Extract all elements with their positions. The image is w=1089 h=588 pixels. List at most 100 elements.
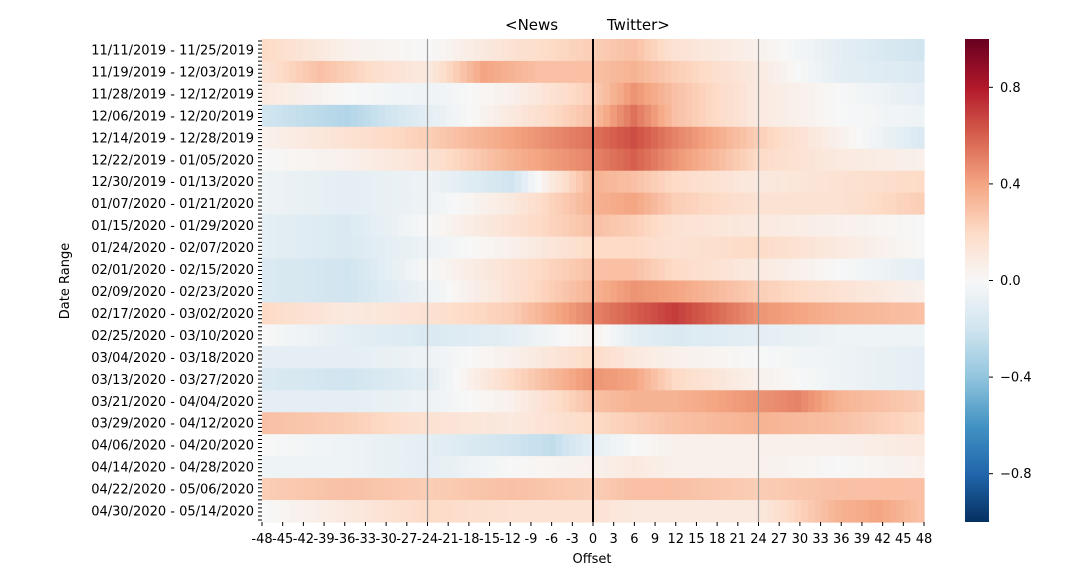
heatmap-cell	[575, 60, 584, 84]
heatmap-cell	[644, 390, 652, 413]
heatmap-cell	[651, 39, 659, 62]
heatmap-cell	[657, 500, 666, 523]
heatmap-cell	[671, 456, 679, 479]
heatmap-cell	[323, 412, 331, 435]
heatmap-cell	[562, 500, 570, 523]
heatmap-cell	[848, 456, 857, 479]
heatmap-cell	[698, 236, 707, 260]
heatmap-cell	[732, 324, 741, 347]
heatmap-cell	[555, 126, 563, 150]
heatmap-cell	[678, 60, 686, 84]
heatmap-cell	[869, 478, 877, 501]
heatmap-cell	[323, 478, 331, 501]
heatmap-cell	[548, 214, 557, 238]
heatmap-cell	[835, 82, 843, 106]
heatmap-cell	[453, 82, 461, 106]
heatmap-cell	[732, 236, 741, 260]
heatmap-cell	[657, 478, 666, 501]
heatmap-cell	[807, 192, 816, 216]
heatmap-cell	[371, 302, 379, 325]
heatmap-cell	[746, 214, 754, 238]
heatmap-cell	[371, 258, 379, 282]
heatmap-cell	[562, 126, 570, 150]
heatmap-cell	[466, 82, 475, 106]
heatmap-cell	[323, 302, 331, 325]
heatmap-cell	[644, 126, 652, 150]
heatmap-cell	[357, 368, 365, 391]
heatmap-row	[262, 390, 925, 413]
heatmap-cell	[821, 214, 830, 238]
heatmap-cell	[384, 82, 393, 106]
heatmap-cell	[760, 346, 768, 369]
heatmap-cell	[807, 302, 816, 325]
heatmap-cell	[330, 214, 338, 238]
heatmap-cell	[562, 302, 570, 325]
heatmap-cell	[446, 60, 454, 84]
heatmap-cell	[896, 434, 905, 457]
heatmap-cell	[828, 500, 836, 523]
heatmap-cell	[371, 104, 379, 128]
heatmap-cell	[691, 500, 700, 523]
heatmap-cell	[773, 280, 782, 304]
heatmap-cell	[398, 170, 406, 194]
heatmap-cell	[657, 39, 666, 62]
heatmap-cell	[459, 148, 468, 172]
heatmap-cell	[678, 368, 686, 391]
heatmap-cell	[439, 60, 447, 84]
heatmap-cell	[630, 368, 638, 391]
heatmap-cell	[507, 148, 516, 172]
heatmap-cell	[848, 104, 857, 128]
heatmap-cell	[500, 126, 509, 150]
heatmap-cell	[343, 346, 352, 369]
heatmap-cell	[541, 302, 550, 325]
heatmap-cell	[378, 302, 386, 325]
heatmap-cell	[528, 39, 536, 62]
heatmap-cell	[910, 324, 918, 347]
heatmap-cell	[507, 104, 516, 128]
heatmap-cell	[289, 412, 297, 435]
heatmap-cell	[821, 82, 830, 106]
heatmap-cell	[821, 324, 830, 347]
heatmap-cell	[514, 82, 522, 106]
heatmap-cell	[275, 280, 284, 304]
heatmap-cell	[794, 280, 802, 304]
heatmap-cell	[289, 60, 297, 84]
heatmap-cell	[541, 82, 550, 106]
heatmap-cell	[801, 368, 809, 391]
heatmap-cell	[807, 478, 816, 501]
heatmap-cell	[473, 434, 481, 457]
heatmap-cell	[862, 324, 870, 347]
heatmap-cell	[507, 170, 516, 194]
heatmap-cell	[855, 126, 864, 150]
heatmap-cell	[719, 39, 727, 62]
y-tick-label: 11/28/2019 - 12/12/2019	[91, 87, 254, 102]
heatmap-cell	[664, 412, 673, 435]
heatmap-cell	[487, 280, 495, 304]
heatmap-cell	[575, 148, 584, 172]
heatmap-cell	[534, 456, 543, 479]
heatmap-cell	[371, 478, 379, 501]
heatmap-cell	[425, 434, 434, 457]
heatmap-cell	[262, 368, 270, 391]
heatmap-row	[262, 258, 925, 282]
heatmap-cell	[787, 258, 795, 282]
heatmap-cell	[671, 214, 679, 238]
heatmap-cell	[541, 390, 550, 413]
heatmap-cell	[268, 60, 277, 84]
heatmap-cell	[282, 280, 290, 304]
heatmap-cell	[616, 192, 625, 216]
heatmap-cell	[664, 390, 673, 413]
heatmap-cell	[541, 39, 550, 62]
heatmap-cell	[459, 434, 468, 457]
heatmap-cell	[719, 346, 727, 369]
heatmap-cell	[726, 60, 734, 84]
heatmap-cell	[453, 390, 461, 413]
heatmap-cell	[432, 192, 441, 216]
heatmap-cell	[425, 258, 434, 282]
heatmap-cell	[889, 258, 898, 282]
heatmap-cell	[507, 39, 516, 62]
heatmap-cell	[528, 236, 536, 260]
y-axis-label: Date Range	[58, 243, 73, 319]
heatmap-cell	[528, 126, 536, 150]
heatmap-cell	[534, 236, 543, 260]
